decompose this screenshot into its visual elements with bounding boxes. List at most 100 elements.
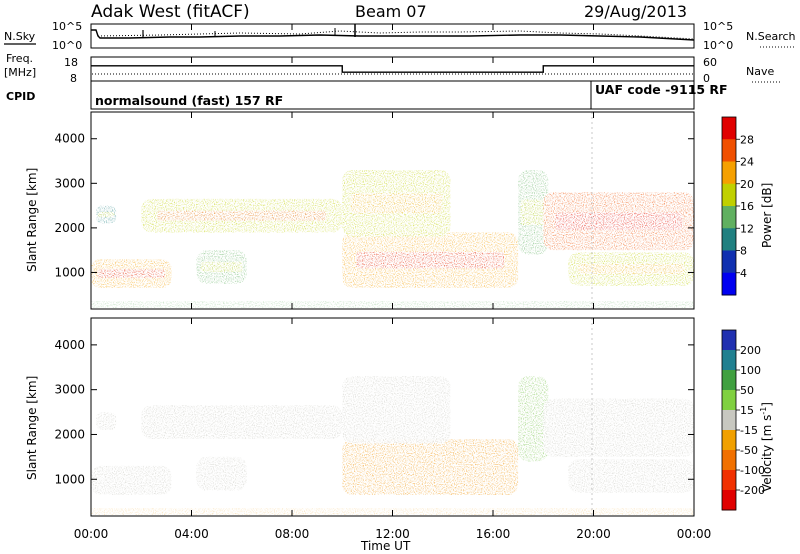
- velocity-colorbar-swatch: [722, 350, 736, 371]
- cpid-segment-2: UAF code -9115 RF: [595, 82, 728, 97]
- power-ytick-label: 3000: [54, 176, 85, 190]
- freq-tick-18: 18: [64, 56, 78, 69]
- velocity-ytick-label: 3000: [54, 383, 85, 397]
- power-colorbar-swatch: [722, 117, 736, 140]
- power-echo-core: [97, 211, 115, 218]
- xtick-label: 04:00: [174, 527, 209, 541]
- power-echo-core: [157, 210, 327, 221]
- power-colorbar-tick: 24: [740, 156, 754, 169]
- power-ylabel: Slant Range [km]: [25, 168, 39, 272]
- power-echo-core: [555, 212, 682, 230]
- velocity-colorbar-tick: 200: [740, 344, 761, 357]
- power-colorbar-swatch: [722, 183, 736, 207]
- xtick-label: 00:00: [74, 527, 109, 541]
- velocity-colorbar-tick: -100: [740, 464, 765, 477]
- power-ytick-label: 2000: [54, 221, 85, 235]
- velocity-colorbar-tick: 50: [740, 384, 754, 397]
- xtick-label: 20:00: [576, 527, 611, 541]
- velocity-panel: 1000 2000 3000 4000 Slant Range [km] 200 100…: [25, 317, 774, 517]
- nave-tick-60: 60: [703, 56, 717, 69]
- power-panel: 1000 2000 3000 4000 Slant Range [km] 28 24 20…: [25, 111, 774, 310]
- power-colorbar-tick: 8: [740, 245, 747, 258]
- power-ytick-label: 4000: [54, 132, 85, 146]
- power-colorbar-tick: 12: [740, 222, 754, 235]
- velocity-colorbar-tick: 100: [740, 364, 761, 377]
- velocity-ytick-label: 2000: [54, 427, 85, 441]
- power-colorbar-tick: 16: [740, 200, 754, 213]
- cpid-label: CPID: [6, 90, 35, 103]
- power-echo-core: [97, 269, 165, 278]
- power-colorbar-tick: 28: [740, 133, 754, 146]
- velocity-echo-region: [543, 398, 694, 457]
- power-colorbar-tick: 20: [740, 178, 754, 191]
- beam-title: Beam 07: [355, 2, 427, 21]
- cpid-panel: CPID normalsound (fast) 157 RF UAF code …: [6, 80, 728, 110]
- nave-label: Nave: [746, 65, 774, 78]
- noise-right-tick-top: 10^5: [703, 20, 733, 33]
- station-title: Adak West (fitACF): [91, 2, 250, 22]
- velocity-ytick-label: 4000: [54, 338, 85, 352]
- noise-left-tick-top: 10^5: [52, 20, 82, 33]
- noise-right-tick-bottom: 10^0: [703, 39, 733, 52]
- velocity-colorbar-tick: -50: [740, 444, 758, 457]
- power-echo-core: [350, 193, 442, 214]
- freq-tick-8: 8: [70, 72, 77, 85]
- power-echo-core: [578, 264, 684, 275]
- power-colorbar-swatch: [722, 228, 736, 251]
- time-axis: 00:00 04:00 08:00 12:00 16:00 20:00 00:00: [74, 24, 711, 541]
- velocity-colorbar-swatch: [722, 450, 736, 471]
- velocity-ylabel: Slant Range [km]: [25, 376, 39, 480]
- velocity-colorbar-swatch: [722, 370, 736, 391]
- velocity-echo-region: [196, 456, 247, 491]
- noise-sky-line: [91, 29, 695, 41]
- frequency-line: [91, 65, 694, 73]
- power-colorbar-swatch: [722, 161, 736, 185]
- noise-left-tick-bottom: 10^0: [52, 39, 82, 52]
- xtick-label: 12:00: [375, 527, 410, 541]
- velocity-echo-region: [96, 412, 117, 430]
- noise-right-label: N.Search: [746, 30, 796, 43]
- power-echo-core: [200, 261, 243, 272]
- noise-search-line: [97, 30, 695, 40]
- freq-label-top: Freq.: [6, 52, 33, 65]
- power-echo-core: [520, 199, 546, 225]
- velocity-colorbar-tick: -15: [740, 424, 758, 437]
- velocity-colorbar: 200 100 50 15 -15 -50 -100 -200: [721, 329, 765, 511]
- xaxis-label: Time UT: [360, 539, 411, 553]
- velocity-colorbar-swatch: [722, 410, 736, 431]
- power-colorbar-tick: 4: [740, 267, 747, 280]
- power-echo-core: [356, 251, 505, 269]
- velocity-colorbar-tick: 15: [740, 404, 754, 417]
- velocity-ytick-label: 1000: [54, 472, 85, 486]
- xtick-label: 16:00: [476, 527, 511, 541]
- velocity-echo-region: [342, 438, 519, 495]
- velocity-echo-region: [342, 376, 451, 444]
- velocity-colorbar-tick: -200: [740, 484, 765, 497]
- velocity-colorbar-swatch: [722, 390, 736, 411]
- xtick-label: 08:00: [275, 527, 310, 541]
- velocity-echo-region: [141, 405, 343, 439]
- freq-label-bottom: [MHz]: [4, 66, 36, 79]
- power-colorbar-swatch: [722, 206, 736, 229]
- date-title: 29/Aug/2013: [584, 2, 687, 21]
- power-colorbar: 28 24 20 16 12 8 4: [721, 116, 754, 296]
- power-ytick-label: 1000: [54, 265, 85, 279]
- nave-tick-0: 0: [703, 72, 710, 85]
- velocity-colorbar-swatch: [722, 490, 736, 511]
- noise-left-label: N.Sky: [4, 30, 36, 43]
- velocity-echo-region: [568, 459, 694, 493]
- velocity-colorbar-label: Velocity [m s-1]: [759, 402, 774, 492]
- velocity-colorbar-swatch: [722, 430, 736, 451]
- power-colorbar-label: Power [dB]: [760, 183, 774, 248]
- power-colorbar-swatch: [722, 272, 736, 296]
- velocity-echo-region: [91, 465, 172, 495]
- velocity-colorbar-swatch: [722, 330, 736, 351]
- noise-panel: N.Sky 10^5 10^0 10^5 10^0 N.Search: [4, 20, 796, 52]
- velocity-echo-region: [518, 376, 549, 462]
- power-colorbar-swatch: [722, 250, 736, 274]
- velocity-colorbar-swatch: [722, 470, 736, 491]
- frequency-panel: Freq. [MHz] 18 8 60 0 Nave: [4, 52, 780, 85]
- cpid-segment-1: normalsound (fast) 157 RF: [95, 93, 283, 108]
- power-colorbar-swatch: [722, 139, 736, 162]
